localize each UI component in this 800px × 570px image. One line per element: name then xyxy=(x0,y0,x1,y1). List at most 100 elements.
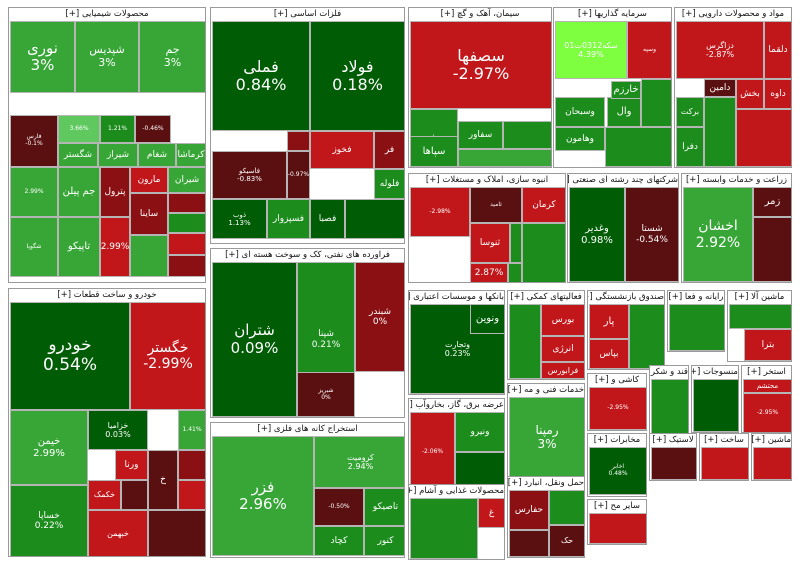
symbol-tile[interactable]: شستا -0.54% xyxy=(625,187,678,282)
symbol-tile[interactable] xyxy=(168,255,205,277)
symbol-tile[interactable]: 1.41% xyxy=(178,410,205,450)
sector-4[interactable]: خودرو و ساخت قطعات [+] خودرو 0.54% خگستر -2.… xyxy=(8,288,206,557)
symbol-tile[interactable] xyxy=(729,304,791,329)
sector-13[interactable]: صندوق بازنشستگی [+] پار بپاس xyxy=(587,290,665,370)
symbol-tile[interactable]: -0.50% xyxy=(314,488,364,526)
symbol-tile[interactable]: فزر 2.96% xyxy=(212,436,314,556)
symbol-tile[interactable]: ذوب 1.13% xyxy=(212,199,267,239)
sector-20[interactable]: کاشی و [+] -2.95% xyxy=(587,373,647,431)
symbol-tile[interactable]: خارزم xyxy=(611,81,641,99)
sector-title[interactable]: سیمان، آهک و گچ [+] xyxy=(409,8,551,21)
symbol-tile[interactable]: کرمان xyxy=(522,187,565,223)
sector-title[interactable]: محصولات شیمیایی [+] xyxy=(9,8,205,21)
symbol-tile[interactable]: 2.87% xyxy=(470,263,508,282)
symbol-tile[interactable]: 2.99% xyxy=(100,217,130,277)
symbol-tile[interactable]: -0.46% xyxy=(135,115,171,143)
symbol-tile[interactable]: حک xyxy=(549,525,584,557)
sector-title[interactable]: فعالیتهای کمکی [+] xyxy=(508,291,584,304)
symbol-tile[interactable] xyxy=(510,223,522,263)
sector-15[interactable]: ماشین آلا [+] بترا xyxy=(727,290,792,362)
sector-1[interactable]: فلزات اساسی [+] فملی 0.84% فولاد 0.18% فخوز فر… xyxy=(210,7,405,244)
symbol-tile[interactable]: دزاگرس -2.87% xyxy=(676,21,764,79)
symbol-tile[interactable]: شغام xyxy=(138,143,176,167)
symbol-tile[interactable]: ثامید xyxy=(470,187,522,223)
sector-3[interactable]: استخراج کانه های فلزی [+] فزر 2.96% کرومیت 2… xyxy=(210,422,405,558)
symbol-tile[interactable]: فرابورس xyxy=(541,362,584,379)
sector-7[interactable]: مواد و محصولات دارویی [+] دزاگرس -2.87% دلق… xyxy=(674,7,792,168)
symbol-tile[interactable]: رمپنا 3% xyxy=(509,397,584,479)
symbol-tile[interactable] xyxy=(178,450,205,480)
symbol-tile[interactable]: وسبحان xyxy=(555,97,605,127)
symbol-tile[interactable] xyxy=(589,513,646,544)
symbol-tile[interactable]: زمر xyxy=(753,187,791,217)
symbol-tile[interactable]: شپدیس 3% xyxy=(75,21,139,93)
sector-16[interactable]: عرضه برق، گاز، بخاروآب [+] -2.06% ونیرو xyxy=(408,398,505,495)
symbol-tile[interactable]: فلوله xyxy=(374,169,404,199)
symbol-tile[interactable] xyxy=(503,121,551,149)
symbol-tile[interactable]: 2.99% xyxy=(10,167,58,217)
symbol-tile[interactable]: کچاد xyxy=(314,526,364,556)
symbol-tile[interactable]: خیمن 2.99% xyxy=(10,410,88,485)
sector-24[interactable]: مخابرات [+] اخابر 0.48% xyxy=(587,433,647,497)
symbol-tile[interactable] xyxy=(508,263,522,282)
symbol-tile[interactable]: نوری 3% xyxy=(10,21,75,93)
symbol-tile[interactable]: ورنا xyxy=(115,450,148,480)
symbol-tile[interactable]: فولاد 0.18% xyxy=(310,21,404,131)
symbol-tile[interactable] xyxy=(651,379,688,434)
sector-23[interactable]: استخر [+] محتشم -2.95% xyxy=(741,365,792,433)
sector-title[interactable]: استخراج کانه های فلزی [+] xyxy=(211,423,404,436)
symbol-tile[interactable]: فخوز xyxy=(310,131,374,169)
sector-2[interactable]: فراورده های نفتی، کک و سوخت هسته ای [+] ش… xyxy=(210,248,405,418)
sector-title[interactable]: محصولات غذایی و آشام [+] xyxy=(409,485,504,498)
symbol-tile[interactable] xyxy=(168,233,205,255)
symbol-tile[interactable] xyxy=(701,447,748,480)
symbol-tile[interactable]: غ xyxy=(478,498,504,528)
symbol-tile[interactable] xyxy=(605,127,671,167)
sector-title[interactable]: انبوه سازی، املاک و مستغلات [+] xyxy=(409,174,565,187)
symbol-tile[interactable]: مارون xyxy=(130,167,168,193)
symbol-tile[interactable]: شبندر 0% xyxy=(355,262,404,372)
symbol-tile[interactable]: خبهمن xyxy=(88,510,148,556)
symbol-tile[interactable]: فسپزوار xyxy=(267,199,310,239)
symbol-tile[interactable]: بترا xyxy=(744,329,791,361)
sector-26[interactable]: ساخت [+] xyxy=(699,433,749,481)
sector-title[interactable]: سایر مح [+] xyxy=(588,500,646,513)
sector-title[interactable]: مخابرات [+] xyxy=(588,434,646,447)
symbol-tile[interactable]: شیران xyxy=(168,167,205,193)
symbol-tile[interactable]: دامین xyxy=(704,79,736,97)
symbol-tile[interactable]: بپاس xyxy=(589,339,629,369)
symbol-tile[interactable] xyxy=(629,304,664,369)
sector-title[interactable]: صندوق بازنشستگی [+] xyxy=(588,291,664,304)
sector-title[interactable]: استخر [+] xyxy=(742,366,791,379)
symbol-tile[interactable] xyxy=(753,217,791,282)
sector-title[interactable]: سرمایه گذاریها [+] xyxy=(554,8,671,21)
sector-title[interactable]: قند و شکر [+] xyxy=(650,366,688,379)
symbol-tile[interactable]: پار xyxy=(589,304,629,339)
sector-12[interactable]: فعالیتهای کمکی [+] بورس انرژی فرابورس xyxy=(507,290,585,380)
symbol-tile[interactable]: خزامیا 0.03% xyxy=(88,410,148,450)
sector-title[interactable]: ماشین آلا [+] xyxy=(728,291,791,304)
sector-19[interactable]: حمل ونقل، انبارد [+] حفارس حک xyxy=(507,476,585,558)
symbol-tile[interactable]: بخش xyxy=(736,79,764,109)
sector-8[interactable]: انبوه سازی، املاک و مستغلات [+] -2.98% ثام… xyxy=(408,173,566,283)
symbol-tile[interactable] xyxy=(410,498,478,559)
sector-21[interactable]: قند و شکر [+] xyxy=(649,365,689,435)
sector-title[interactable]: رایانه و فعا [+] xyxy=(668,291,724,304)
symbol-tile[interactable] xyxy=(345,199,404,239)
sector-27[interactable]: ماشین [+] xyxy=(751,433,792,481)
sector-title[interactable]: مواد و محصولات دارویی [+] xyxy=(675,8,791,21)
sector-title[interactable]: خودرو و ساخت قطعات [+] xyxy=(9,289,205,302)
symbol-tile[interactable] xyxy=(693,379,738,432)
sector-title[interactable]: بانکها و موسسات اعتباری [+] xyxy=(409,291,504,304)
symbol-tile[interactable] xyxy=(130,235,168,277)
symbol-tile[interactable]: خودرو 0.54% xyxy=(10,302,130,410)
symbol-tile[interactable]: سپاها xyxy=(410,136,458,167)
sector-14[interactable]: رایانه و فعا [+] xyxy=(667,290,725,352)
symbol-tile[interactable]: تاپیکو xyxy=(58,217,100,277)
sector-0[interactable]: محصولات شیمیایی [+] نوری 3% شپدیس 3% جم 3% فارس… xyxy=(8,7,206,283)
symbol-tile[interactable]: خساپا 0.22% xyxy=(10,485,88,556)
symbol-tile[interactable]: وسپه xyxy=(627,21,671,79)
symbol-tile[interactable] xyxy=(549,490,584,525)
sector-title[interactable]: حمل ونقل، انبارد [+] xyxy=(508,477,584,490)
sector-title[interactable]: منسوجات [+] xyxy=(692,366,738,379)
